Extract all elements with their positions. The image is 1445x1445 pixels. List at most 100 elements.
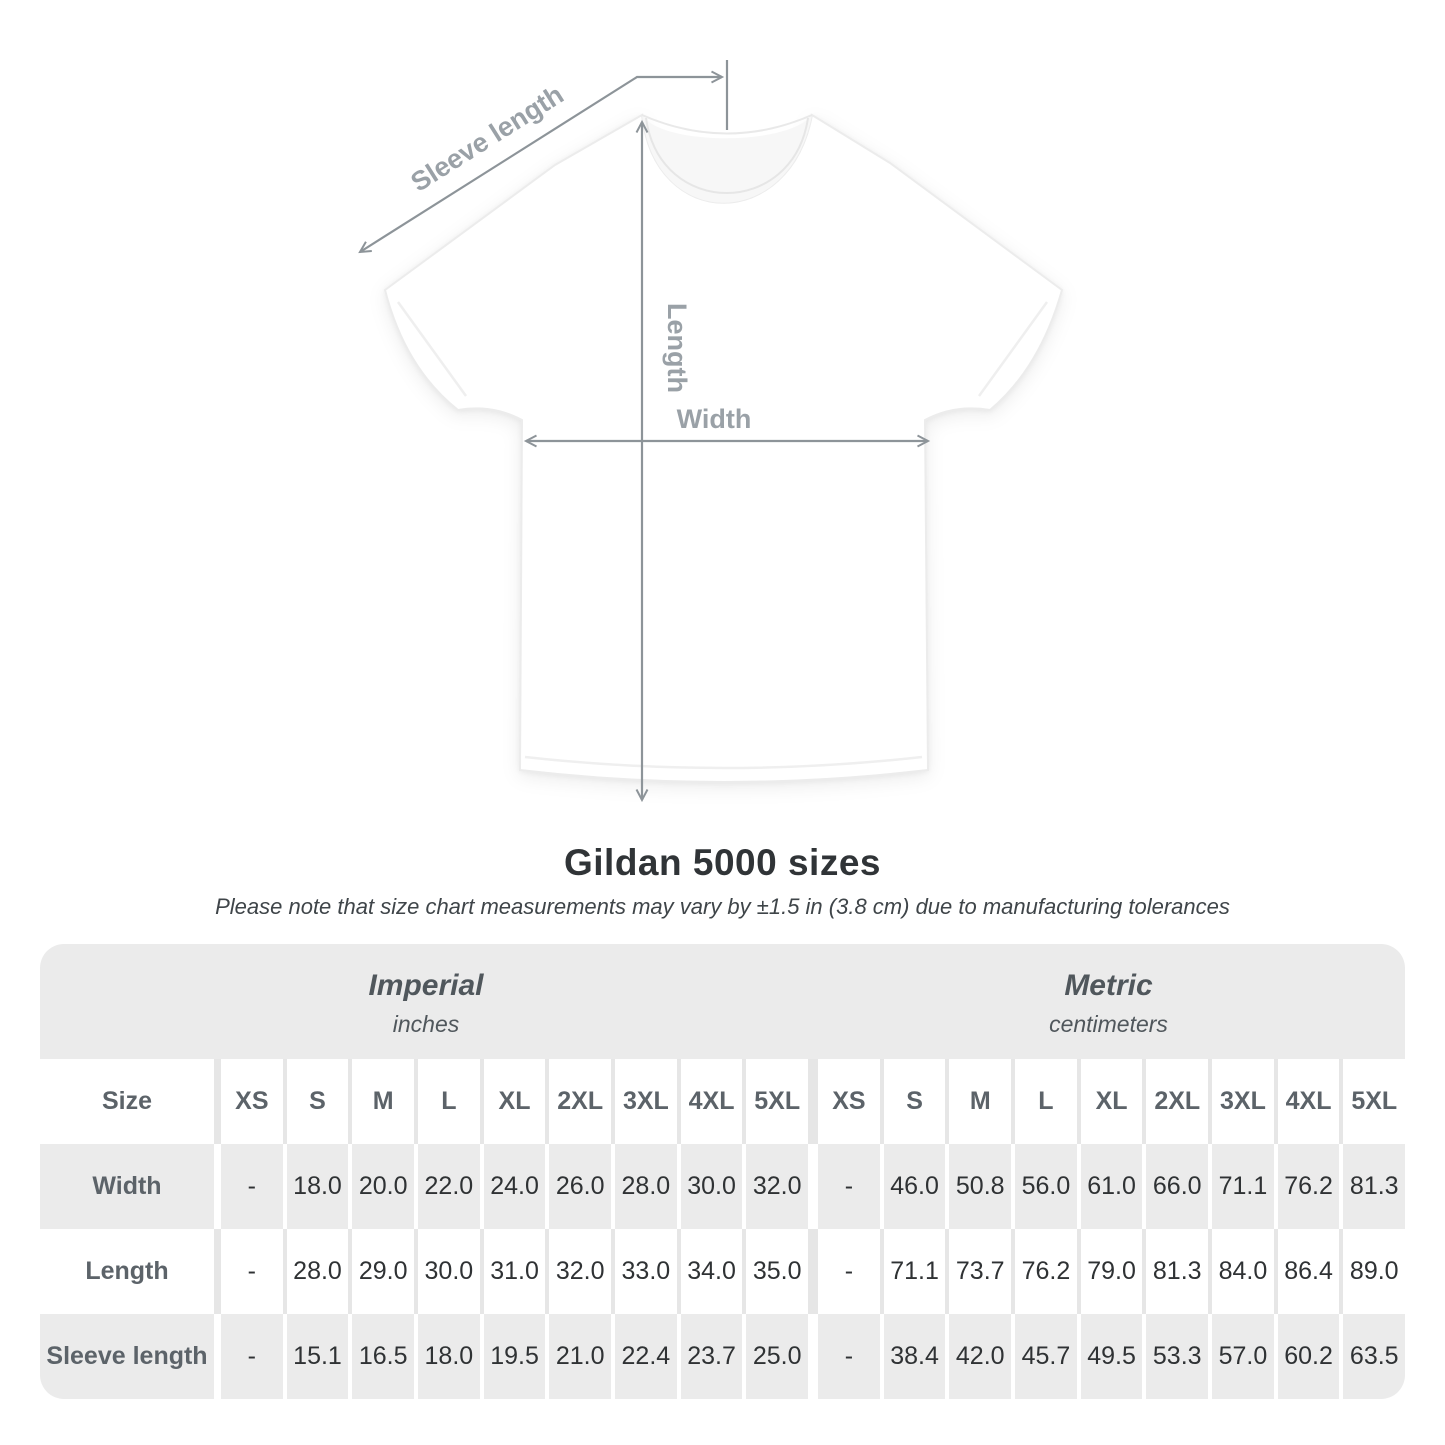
value-cell: 33.0 <box>615 1229 677 1314</box>
tshirt-graphic <box>383 113 1064 783</box>
width-label: Width <box>677 404 752 434</box>
table-row-width: Width -18.0 20.0 22.0 24.0 26.0 28.0 30.0 32.0-4… <box>40 1144 1406 1229</box>
row-label-width: Width <box>40 1144 214 1229</box>
value-cell: 38.4 <box>883 1314 946 1399</box>
value-cell: 16.5 <box>352 1314 415 1399</box>
size-header-metric-xl: XL <box>1080 1059 1143 1144</box>
value-cell: 71.1 <box>883 1229 946 1314</box>
value-cell: 81.3 <box>1343 1144 1406 1229</box>
value-cell: - <box>221 1314 283 1399</box>
value-cell: 61.0 <box>1080 1144 1143 1229</box>
size-table: Imperial inches Metric centimeters Size X… <box>40 944 1406 1399</box>
value-cell: 35.0 <box>746 1229 809 1314</box>
unit-header-band: Imperial inches Metric centimeters <box>40 944 1405 1059</box>
size-header-row: Size XS S M L XL 2XL 3XL 4XL 5XL XS S M L XL 2XL 3XL 4XL 5… <box>40 1059 1406 1144</box>
table-row-length: Length -28.0 29.0 30.0 31.0 32.0 33.0 34.0 35.0-… <box>40 1229 1406 1314</box>
tshirt-diagram: Sleeve length Length Width <box>358 60 1064 803</box>
value-cell: 32.0 <box>746 1144 809 1229</box>
size-header-metric-s: S <box>883 1059 946 1144</box>
value-cell: 89.0 <box>1343 1229 1406 1314</box>
imperial-unit: inches <box>392 1011 460 1037</box>
value-cell: 81.3 <box>1146 1229 1209 1314</box>
size-header-metric-xs: XS <box>818 1059 880 1144</box>
sleeve-length-arrow <box>358 70 725 254</box>
right-cuff-seam <box>977 301 1049 397</box>
size-column-header: Size <box>40 1059 214 1144</box>
size-header-imperial-s: S <box>286 1059 349 1144</box>
value-cell: 22.4 <box>615 1314 677 1399</box>
size-header-imperial-m: M <box>352 1059 415 1144</box>
size-header-metric-2xl: 2XL <box>1146 1059 1209 1144</box>
value-cell: 15.1 <box>286 1314 349 1399</box>
value-cell: - <box>221 1229 283 1314</box>
size-table-rows: Size XS S M L XL 2XL 3XL 4XL 5XL XS S M L XL 2XL 3XL 4XL 5… <box>40 1059 1406 1399</box>
value-cell: 73.7 <box>949 1229 1012 1314</box>
left-cuff-seam <box>396 301 468 397</box>
value-cell: 26.0 <box>549 1144 612 1229</box>
size-header-imperial-3xl: 3XL <box>615 1059 677 1144</box>
metric-unit: centimeters <box>1049 1011 1168 1037</box>
value-cell: 79.0 <box>1080 1229 1143 1314</box>
size-header-imperial-xl: XL <box>483 1059 546 1144</box>
imperial-title: Imperial <box>368 969 484 1002</box>
value-cell: - <box>221 1144 283 1229</box>
row-label-sleeve-length: Sleeve length <box>40 1314 214 1399</box>
value-cell: 53.3 <box>1146 1314 1209 1399</box>
value-cell: 76.2 <box>1277 1144 1340 1229</box>
size-header-imperial-5xl: 5XL <box>746 1059 809 1144</box>
value-cell: 46.0 <box>883 1144 946 1229</box>
value-cell: 60.2 <box>1277 1314 1340 1399</box>
tshirt-body <box>383 113 1064 783</box>
hem-seam <box>524 755 923 770</box>
value-cell: 23.7 <box>680 1314 743 1399</box>
value-cell: 56.0 <box>1015 1144 1077 1229</box>
value-cell: 84.0 <box>1212 1229 1274 1314</box>
measurement-arrows <box>358 60 931 803</box>
value-cell: 34.0 <box>680 1229 743 1314</box>
value-cell: 22.0 <box>418 1144 480 1229</box>
value-cell: 18.0 <box>286 1144 349 1229</box>
size-header-metric-m: M <box>949 1059 1012 1144</box>
value-cell: 50.8 <box>949 1144 1012 1229</box>
value-cell: 71.1 <box>1212 1144 1274 1229</box>
value-cell: 28.0 <box>615 1144 677 1229</box>
value-cell: 57.0 <box>1212 1314 1274 1399</box>
value-cell: - <box>818 1144 880 1229</box>
row-label-length: Length <box>40 1229 214 1314</box>
value-cell: 19.5 <box>483 1314 546 1399</box>
value-cell: 28.0 <box>286 1229 349 1314</box>
tolerance-note: Please note that size chart measurements… <box>215 894 1230 919</box>
size-header-metric-3xl: 3XL <box>1212 1059 1274 1144</box>
value-cell: 86.4 <box>1277 1229 1340 1314</box>
value-cell: - <box>818 1229 880 1314</box>
value-cell: 76.2 <box>1015 1229 1077 1314</box>
value-cell: 25.0 <box>746 1314 809 1399</box>
value-cell: 20.0 <box>352 1144 415 1229</box>
value-cell: 42.0 <box>949 1314 1012 1399</box>
value-cell: 66.0 <box>1146 1144 1209 1229</box>
size-header-imperial-l: L <box>418 1059 480 1144</box>
value-cell: 63.5 <box>1343 1314 1406 1399</box>
size-header-metric-4xl: 4XL <box>1277 1059 1340 1144</box>
size-header-metric-5xl: 5XL <box>1343 1059 1406 1144</box>
metric-header: Metric centimeters <box>812 944 1405 1059</box>
tshirt-diagram-svg: Sleeve length Length Width <box>358 60 1064 803</box>
value-cell: 30.0 <box>418 1229 480 1314</box>
value-cell: 32.0 <box>549 1229 612 1314</box>
value-cell: 29.0 <box>352 1229 415 1314</box>
table-row-sleeve-length: Sleeve length -15.1 16.5 18.0 19.5 21.0 22.4 23… <box>40 1314 1406 1399</box>
value-cell: 30.0 <box>680 1144 743 1229</box>
value-cell: - <box>818 1314 880 1399</box>
value-cell: 45.7 <box>1015 1314 1077 1399</box>
value-cell: 21.0 <box>549 1314 612 1399</box>
value-cell: 18.0 <box>418 1314 480 1399</box>
metric-title: Metric <box>1064 969 1153 1002</box>
size-header-metric-l: L <box>1015 1059 1077 1144</box>
value-cell: 49.5 <box>1080 1314 1143 1399</box>
size-header-imperial-2xl: 2XL <box>549 1059 612 1144</box>
size-header-imperial-4xl: 4XL <box>680 1059 743 1144</box>
value-cell: 24.0 <box>483 1144 546 1229</box>
size-header-imperial-xs: XS <box>221 1059 283 1144</box>
value-cell: 31.0 <box>483 1229 546 1314</box>
